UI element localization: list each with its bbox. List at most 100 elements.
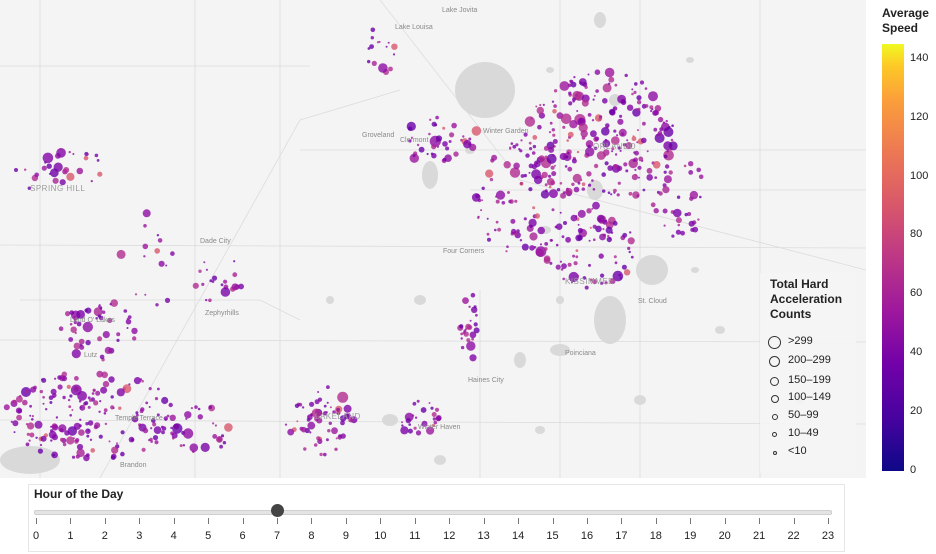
acceleration-point[interactable]	[668, 141, 678, 151]
acceleration-point[interactable]	[14, 168, 18, 172]
acceleration-point[interactable]	[602, 189, 606, 193]
acceleration-point[interactable]	[556, 188, 561, 192]
acceleration-point[interactable]	[109, 303, 112, 306]
acceleration-point[interactable]	[646, 150, 649, 153]
acceleration-point[interactable]	[168, 402, 173, 408]
acceleration-point[interactable]	[133, 377, 142, 385]
acceleration-point[interactable]	[63, 167, 70, 173]
acceleration-point[interactable]	[407, 428, 413, 434]
acceleration-point[interactable]	[571, 182, 575, 186]
acceleration-point[interactable]	[84, 401, 89, 406]
acceleration-point[interactable]	[463, 331, 469, 337]
acceleration-point[interactable]	[581, 182, 586, 186]
acceleration-point[interactable]	[158, 260, 165, 267]
acceleration-point[interactable]	[100, 386, 108, 394]
acceleration-point[interactable]	[626, 104, 634, 111]
acceleration-point[interactable]	[523, 217, 527, 221]
acceleration-point[interactable]	[628, 250, 631, 254]
acceleration-point[interactable]	[110, 405, 115, 410]
acceleration-point[interactable]	[590, 130, 597, 138]
acceleration-point[interactable]	[76, 321, 82, 327]
acceleration-point[interactable]	[161, 426, 167, 431]
acceleration-point[interactable]	[566, 139, 569, 142]
acceleration-point[interactable]	[644, 87, 648, 90]
acceleration-point[interactable]	[538, 155, 545, 162]
acceleration-point[interactable]	[548, 131, 552, 134]
acceleration-point[interactable]	[604, 161, 609, 166]
acceleration-point[interactable]	[529, 147, 533, 151]
acceleration-point[interactable]	[95, 317, 98, 320]
slider-hour-label[interactable]: 1	[67, 530, 74, 542]
acceleration-point[interactable]	[495, 220, 499, 224]
acceleration-point[interactable]	[118, 406, 122, 410]
acceleration-point[interactable]	[99, 307, 103, 310]
acceleration-point[interactable]	[110, 299, 118, 307]
acceleration-point[interactable]	[542, 103, 545, 106]
acceleration-point[interactable]	[102, 380, 110, 388]
acceleration-point[interactable]	[572, 97, 576, 102]
acceleration-point[interactable]	[663, 170, 667, 174]
slider-hour-label[interactable]: 0	[32, 530, 40, 542]
acceleration-point[interactable]	[142, 243, 149, 250]
acceleration-point[interactable]	[15, 407, 23, 414]
acceleration-point[interactable]	[535, 161, 539, 165]
acceleration-point[interactable]	[508, 199, 512, 204]
acceleration-point[interactable]	[648, 91, 658, 102]
acceleration-point[interactable]	[624, 73, 628, 78]
acceleration-point[interactable]	[428, 132, 431, 136]
acceleration-point[interactable]	[127, 315, 132, 319]
acceleration-point[interactable]	[471, 337, 474, 341]
acceleration-point[interactable]	[326, 401, 329, 404]
acceleration-point[interactable]	[141, 379, 144, 383]
acceleration-point[interactable]	[575, 249, 579, 253]
acceleration-point[interactable]	[161, 430, 165, 435]
acceleration-point[interactable]	[370, 27, 376, 33]
acceleration-point[interactable]	[25, 442, 30, 447]
acceleration-point[interactable]	[49, 401, 53, 404]
acceleration-point[interactable]	[76, 167, 84, 175]
acceleration-point[interactable]	[506, 245, 509, 248]
acceleration-point[interactable]	[46, 163, 52, 169]
acceleration-point[interactable]	[469, 319, 472, 322]
acceleration-point[interactable]	[619, 277, 622, 280]
acceleration-point[interactable]	[220, 434, 225, 438]
acceleration-point[interactable]	[623, 269, 631, 276]
acceleration-point[interactable]	[471, 193, 481, 202]
acceleration-point[interactable]	[505, 250, 508, 253]
acceleration-point[interactable]	[224, 423, 233, 432]
acceleration-point[interactable]	[40, 435, 47, 442]
acceleration-point[interactable]	[98, 410, 101, 413]
acceleration-point[interactable]	[644, 104, 649, 108]
acceleration-point[interactable]	[587, 73, 590, 76]
acceleration-point[interactable]	[687, 212, 692, 216]
acceleration-point[interactable]	[619, 114, 623, 118]
acceleration-point[interactable]	[495, 190, 506, 200]
acceleration-point[interactable]	[618, 128, 627, 137]
acceleration-point[interactable]	[152, 422, 157, 427]
acceleration-point[interactable]	[428, 402, 431, 404]
acceleration-point[interactable]	[41, 165, 47, 171]
acceleration-point[interactable]	[494, 228, 497, 232]
acceleration-point[interactable]	[435, 115, 439, 120]
acceleration-point[interactable]	[630, 255, 634, 259]
acceleration-point[interactable]	[564, 165, 568, 168]
acceleration-point[interactable]	[332, 410, 336, 414]
acceleration-point[interactable]	[680, 230, 685, 236]
acceleration-point[interactable]	[569, 120, 578, 129]
slider-hour-label[interactable]: 23	[821, 530, 835, 542]
acceleration-point[interactable]	[470, 292, 476, 298]
acceleration-point[interactable]	[131, 327, 138, 335]
acceleration-point[interactable]	[57, 375, 62, 380]
acceleration-point[interactable]	[559, 81, 570, 91]
acceleration-point[interactable]	[592, 279, 598, 285]
acceleration-point[interactable]	[107, 317, 113, 323]
acceleration-point[interactable]	[591, 179, 594, 182]
acceleration-point[interactable]	[576, 150, 580, 154]
acceleration-point[interactable]	[42, 396, 45, 399]
acceleration-point[interactable]	[432, 423, 435, 427]
acceleration-point[interactable]	[570, 81, 577, 88]
acceleration-point[interactable]	[232, 272, 238, 278]
acceleration-point[interactable]	[68, 337, 74, 342]
acceleration-point[interactable]	[62, 395, 66, 400]
acceleration-point[interactable]	[699, 195, 702, 199]
